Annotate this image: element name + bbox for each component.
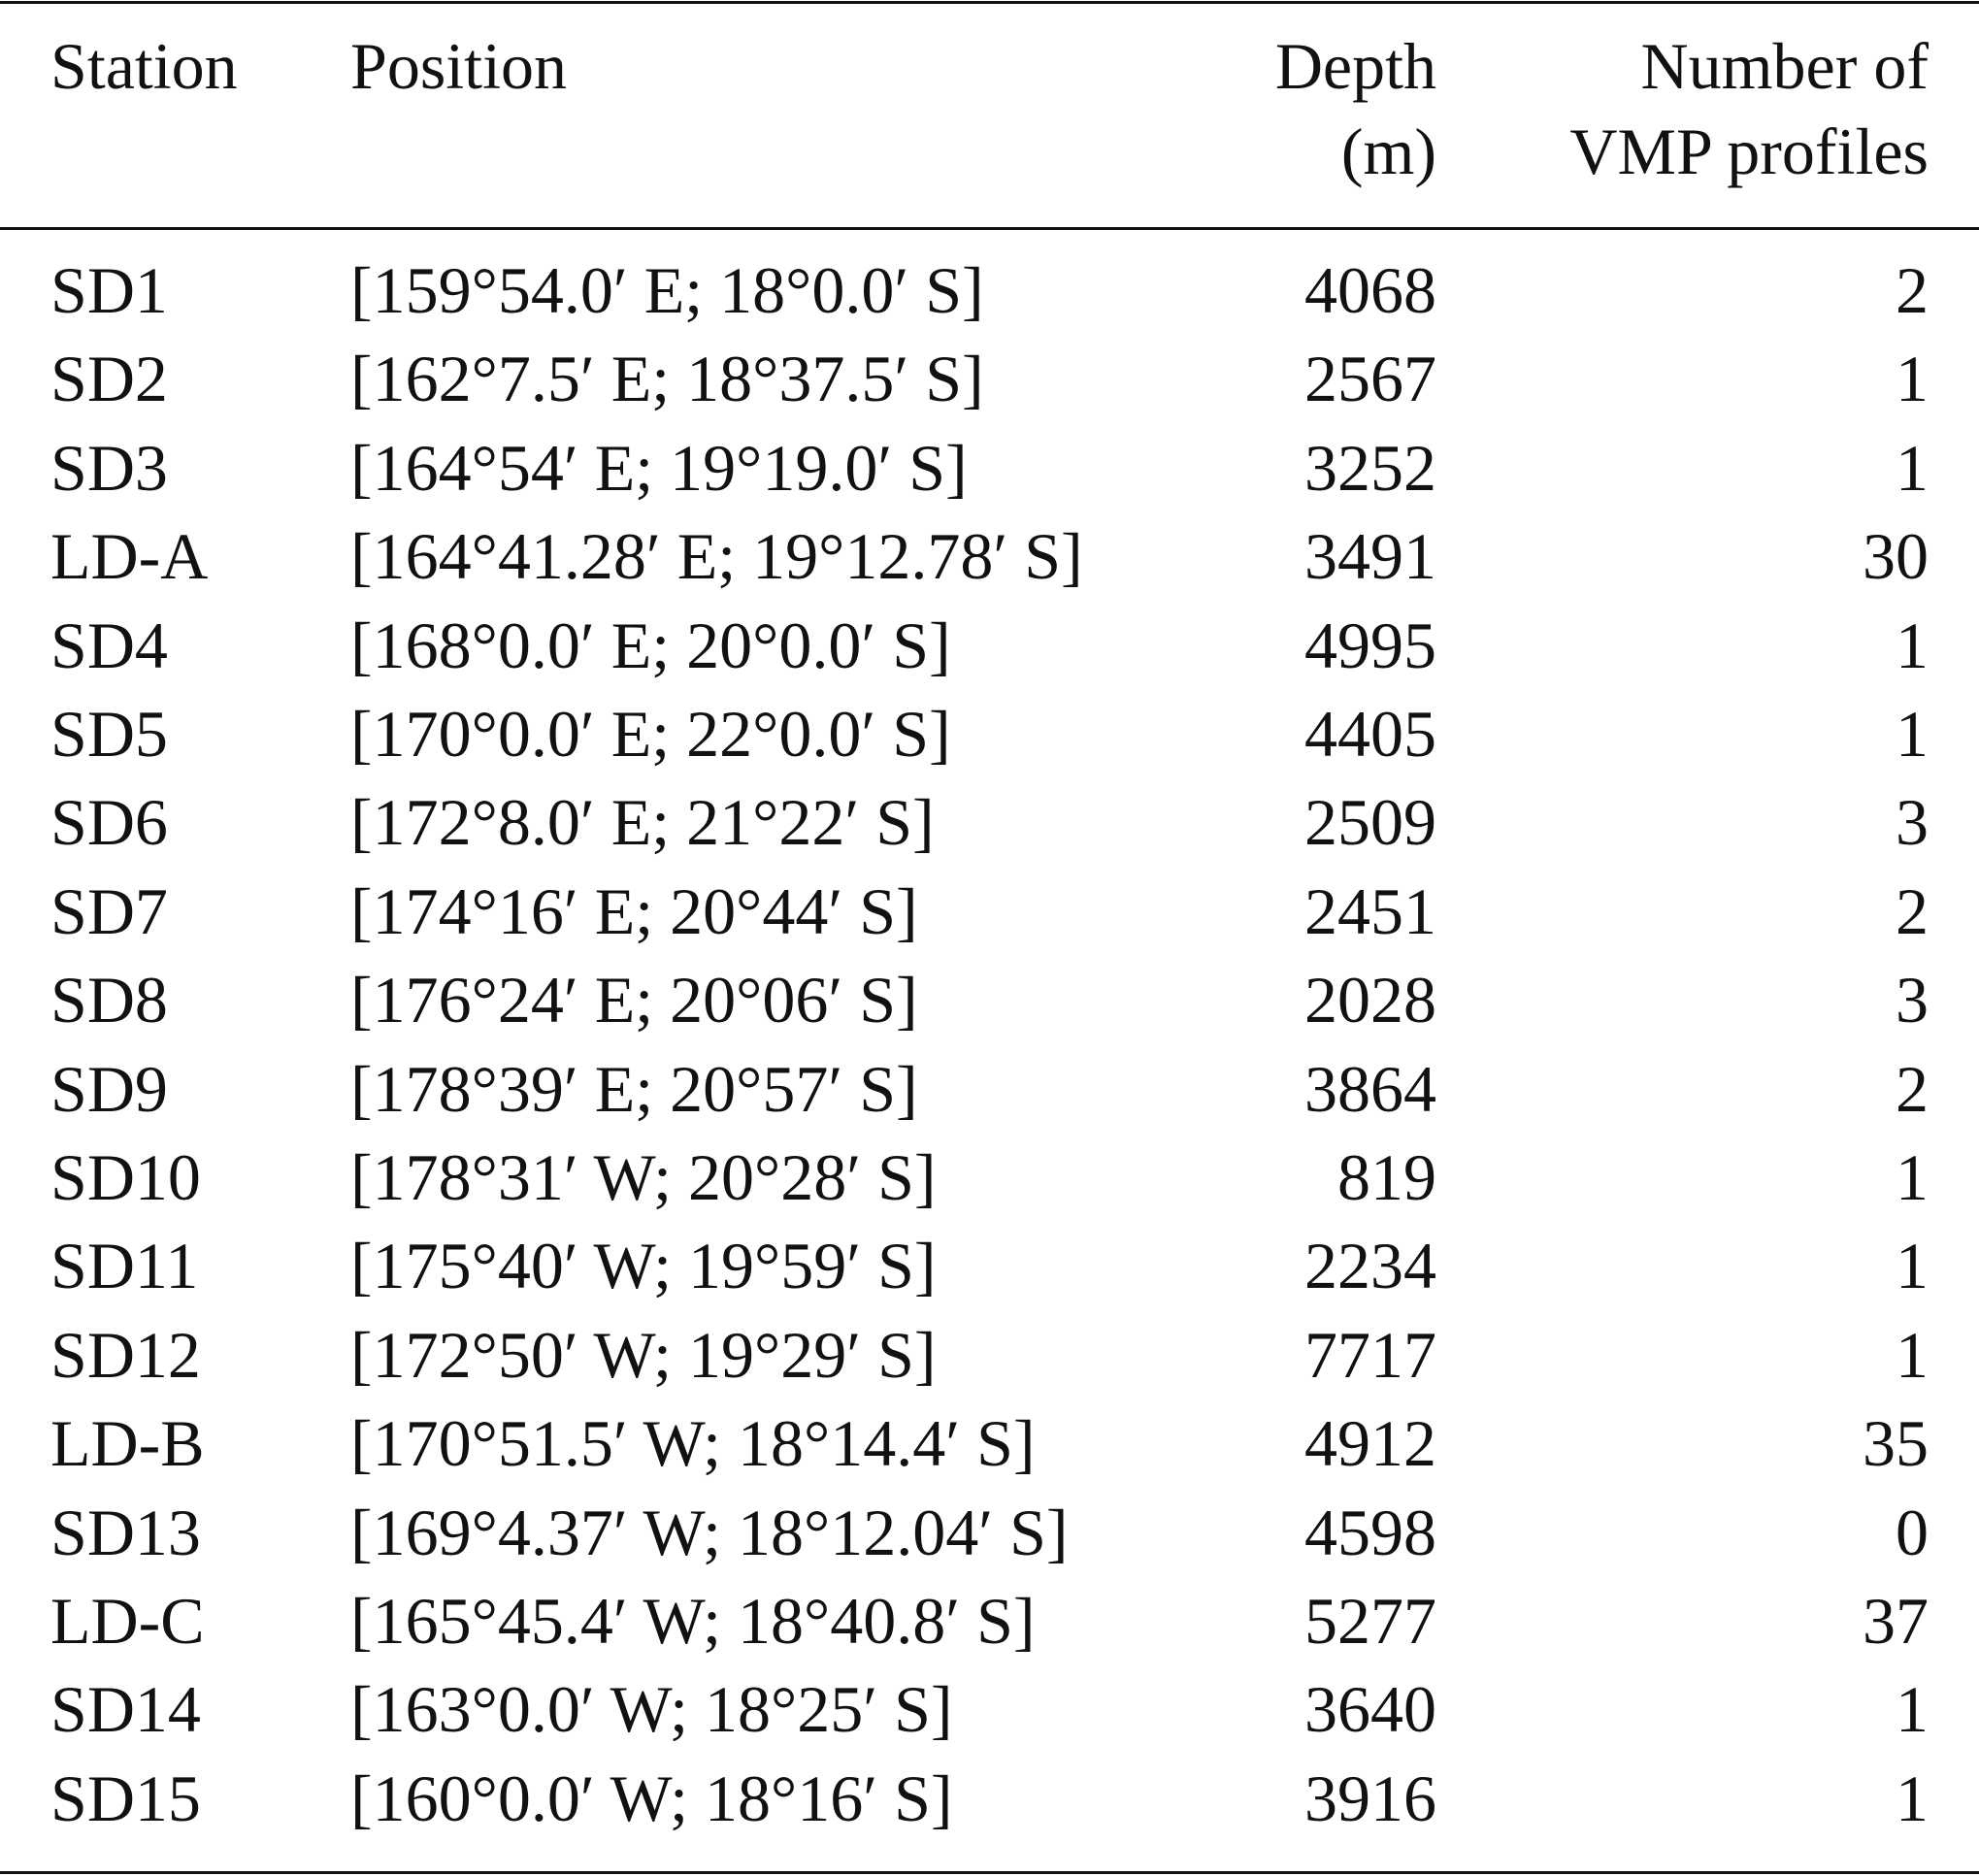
station-cell: SD13 xyxy=(50,1495,201,1569)
station-cell: SD3 xyxy=(50,430,168,505)
depth-cell: 7717 xyxy=(1304,1317,1436,1392)
profiles-cell: 2 xyxy=(1896,1051,1929,1126)
depth-cell: 4405 xyxy=(1304,697,1436,771)
profiles-cell: 3 xyxy=(1896,963,1929,1037)
position-cell: [172°8.0′ E; 21°22′ S] xyxy=(350,785,935,860)
depth-cell: 2451 xyxy=(1304,873,1436,948)
station-cell: LD-C xyxy=(50,1584,205,1658)
depth-cell: 2509 xyxy=(1304,785,1436,860)
mid-rule xyxy=(0,227,1979,230)
profiles-cell: 30 xyxy=(1863,519,1929,594)
depth-cell: 819 xyxy=(1337,1140,1436,1214)
station-cell: LD-B xyxy=(50,1406,205,1481)
profiles-cell: 37 xyxy=(1863,1584,1929,1658)
profiles-cell: 1 xyxy=(1896,1672,1929,1747)
header-cell: Depth xyxy=(1274,29,1436,103)
position-cell: [178°39′ E; 20°57′ S] xyxy=(350,1051,918,1126)
position-cell: [165°45.4′ W; 18°40.8′ S] xyxy=(350,1584,1036,1658)
header-cell: VMP profiles xyxy=(1569,115,1929,188)
profiles-cell: 35 xyxy=(1863,1406,1929,1481)
header-cell: Position xyxy=(350,29,567,103)
position-cell: [174°16′ E; 20°44′ S] xyxy=(350,873,918,948)
position-cell: [169°4.37′ W; 18°12.04′ S] xyxy=(350,1495,1069,1569)
position-cell: [164°54′ E; 19°19.0′ S] xyxy=(350,430,968,505)
station-cell: SD10 xyxy=(50,1140,201,1214)
profiles-cell: 1 xyxy=(1896,430,1929,505)
station-cell: SD5 xyxy=(50,697,168,771)
station-cell: LD-A xyxy=(50,519,209,594)
depth-cell: 4598 xyxy=(1304,1495,1436,1569)
profiles-cell: 1 xyxy=(1896,1317,1929,1392)
position-cell: [170°51.5′ W; 18°14.4′ S] xyxy=(350,1406,1036,1481)
position-cell: [176°24′ E; 20°06′ S] xyxy=(350,963,918,1037)
position-cell: [164°41.28′ E; 19°12.78′ S] xyxy=(350,519,1083,594)
station-cell: SD7 xyxy=(50,873,168,948)
top-rule xyxy=(0,1,1979,4)
depth-cell: 4995 xyxy=(1304,608,1436,682)
position-cell: [162°7.5′ E; 18°37.5′ S] xyxy=(350,342,984,416)
position-cell: [160°0.0′ W; 18°16′ S] xyxy=(350,1761,953,1835)
depth-cell: 4912 xyxy=(1304,1406,1436,1481)
header-cell: (m) xyxy=(1340,115,1436,188)
position-cell: [168°0.0′ E; 20°0.0′ S] xyxy=(350,608,951,682)
station-cell: SD9 xyxy=(50,1051,168,1126)
profiles-cell: 2 xyxy=(1896,253,1929,327)
header-cell: Number of xyxy=(1640,29,1929,103)
depth-cell: 5277 xyxy=(1304,1584,1436,1658)
profiles-cell: 1 xyxy=(1896,1229,1929,1303)
profiles-cell: 1 xyxy=(1896,1140,1929,1214)
profiles-cell: 0 xyxy=(1896,1495,1929,1569)
depth-cell: 2028 xyxy=(1304,963,1436,1037)
station-cell: SD12 xyxy=(50,1317,201,1392)
position-cell: [159°54.0′ E; 18°0.0′ S] xyxy=(350,253,984,327)
station-cell: SD15 xyxy=(50,1761,201,1835)
depth-cell: 2234 xyxy=(1304,1229,1436,1303)
profiles-cell: 1 xyxy=(1896,608,1929,682)
depth-cell: 2567 xyxy=(1304,342,1436,416)
position-cell: [175°40′ W; 19°59′ S] xyxy=(350,1229,937,1303)
station-cell: SD4 xyxy=(50,608,168,682)
depth-cell: 4068 xyxy=(1304,253,1436,327)
header-cell: Station xyxy=(50,29,238,103)
profiles-cell: 1 xyxy=(1896,697,1929,771)
depth-cell: 3252 xyxy=(1304,430,1436,505)
position-cell: [172°50′ W; 19°29′ S] xyxy=(350,1317,937,1392)
bottom-rule xyxy=(0,1871,1979,1874)
depth-cell: 3491 xyxy=(1304,519,1436,594)
station-cell: SD8 xyxy=(50,963,168,1037)
depth-cell: 3916 xyxy=(1304,1761,1436,1835)
position-cell: [178°31′ W; 20°28′ S] xyxy=(350,1140,937,1214)
station-cell: SD2 xyxy=(50,342,168,416)
profiles-cell: 1 xyxy=(1896,342,1929,416)
profiles-cell: 3 xyxy=(1896,785,1929,860)
position-cell: [163°0.0′ W; 18°25′ S] xyxy=(350,1672,953,1747)
station-cell: SD1 xyxy=(50,253,168,327)
profiles-cell: 2 xyxy=(1896,873,1929,948)
depth-cell: 3640 xyxy=(1304,1672,1436,1747)
station-cell: SD6 xyxy=(50,785,168,860)
profiles-cell: 1 xyxy=(1896,1761,1929,1835)
position-cell: [170°0.0′ E; 22°0.0′ S] xyxy=(350,697,951,771)
station-cell: SD14 xyxy=(50,1672,201,1747)
station-cell: SD11 xyxy=(50,1229,199,1303)
depth-cell: 3864 xyxy=(1304,1051,1436,1126)
